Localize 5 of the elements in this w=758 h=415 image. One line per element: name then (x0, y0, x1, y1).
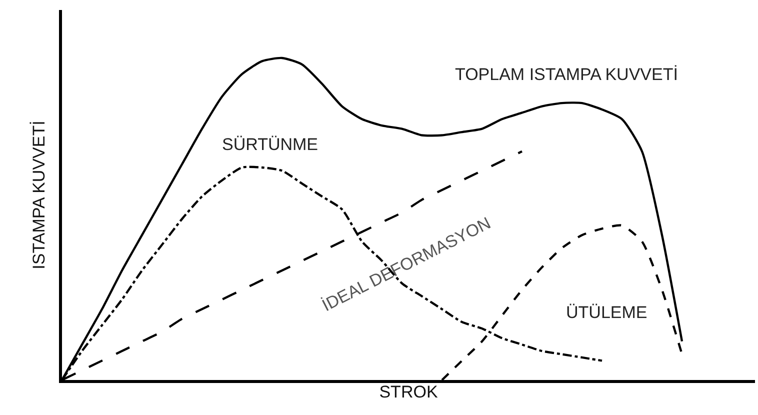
x-axis-title: STROK (379, 382, 438, 402)
series-label: ÜTÜLEME (566, 303, 648, 322)
y-axis-title: ISTAMPA KUVVETİ (30, 120, 49, 270)
series-label: SÜRTÜNME (222, 135, 318, 154)
series-label: TOPLAM ISTAMPA KUVVETİ (455, 65, 678, 84)
